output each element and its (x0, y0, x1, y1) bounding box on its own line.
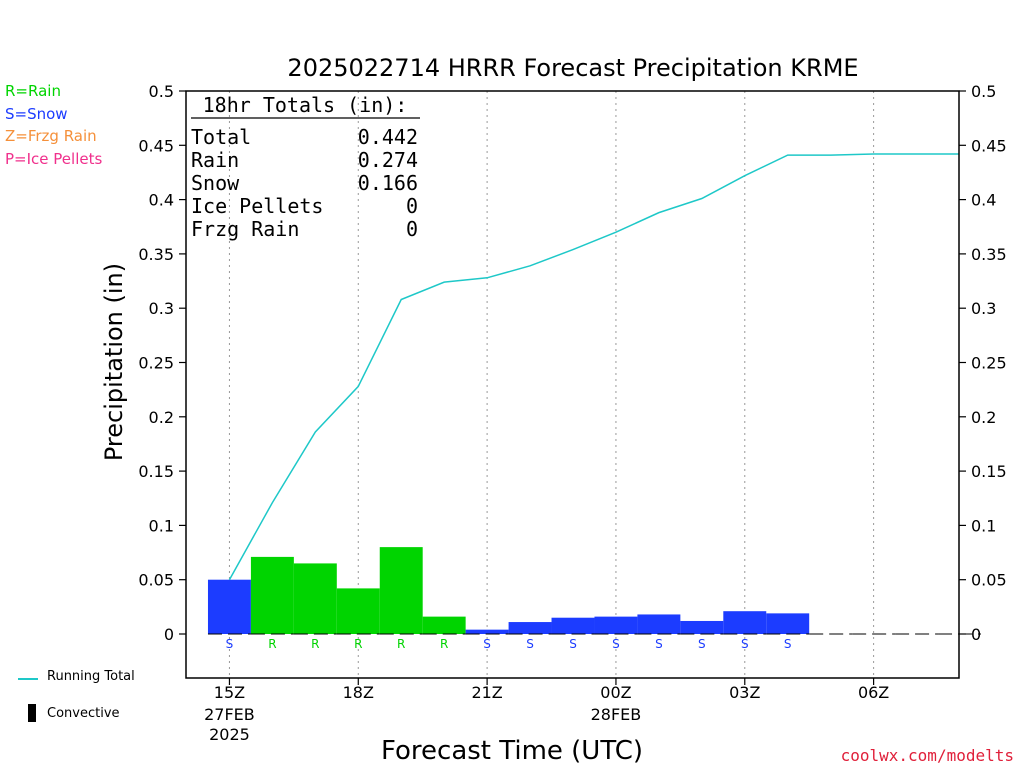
bar-hour-6 (465, 629, 509, 634)
y-tick-label-left: 0.1 (149, 516, 174, 535)
running-total-swatch (18, 678, 38, 680)
type-label-hour-11: S (698, 637, 706, 651)
bars (207, 547, 981, 635)
y-tick-label-right: 0.05 (971, 571, 1007, 590)
grid-lines (228, 91, 875, 678)
plot-frame (185, 90, 960, 679)
bar-hour-9 (594, 616, 638, 634)
type-label-hour-12: S (741, 637, 749, 651)
x-tick-label-03z: 03Z (729, 683, 760, 702)
type-label-hour-7: S (526, 637, 534, 651)
y-tick-label-right: 0.1 (971, 516, 996, 535)
y-tick-label-left: 0.35 (138, 245, 174, 264)
y-tick-label-right: 0.3 (971, 299, 996, 318)
x-tick-label-15z: 15Z (214, 683, 245, 702)
totals-box: 18hr Totals (in): Total 0.442 Rain 0.274 Sno… (191, 93, 420, 241)
x-tick-label-00z: 00Z (600, 683, 631, 702)
y-tick-label-left: 0.5 (149, 82, 174, 101)
bar-hour-3 (336, 588, 380, 634)
bar-hour-8 (551, 617, 595, 634)
y-tick-label-right: 0 (971, 625, 981, 644)
type-label-hour-9: S (612, 637, 620, 651)
legend-snow: S=Snow (5, 105, 68, 123)
x-axis-label: Forecast Time (UTC) (381, 736, 643, 766)
totals-heading: 18hr Totals (in): (203, 93, 408, 117)
convective-swatch (28, 704, 36, 722)
x-tick-date: 27FEB (204, 705, 255, 724)
bar-hour-13 (766, 613, 810, 634)
totals-row-value: 0.166 (358, 171, 418, 195)
type-label-hour-2: R (311, 637, 319, 651)
y-tick-label-left: 0.25 (138, 354, 174, 373)
y-tick-label-right: 0.15 (971, 462, 1007, 481)
running-total-line (228, 153, 960, 581)
totals-row-label: Total (191, 125, 251, 149)
y-tick-label-right: 0.4 (971, 191, 996, 210)
y-tick-label-left: 0.2 (149, 408, 174, 427)
bar-hour-10 (637, 614, 681, 634)
type-label-hour-13: S (784, 637, 792, 651)
type-label-hour-5: R (440, 637, 448, 651)
bar-hour-0 (207, 579, 251, 634)
y-tick-label-right: 0.25 (971, 354, 1007, 373)
legend-running-total: Running Total (47, 669, 135, 684)
type-label-hour-10: S (655, 637, 663, 651)
type-label-hour-8: S (569, 637, 577, 651)
y-tick-label-left: 0 (164, 625, 174, 644)
type-label-hour-6: S (483, 637, 491, 651)
totals-row-value: 0 (406, 217, 418, 241)
totals-row-label: Ice Pellets (191, 194, 323, 218)
totals-row-value: 0.274 (358, 148, 418, 172)
totals-row-value: 0.442 (358, 125, 418, 149)
y-tick-label-right: 0.5 (971, 82, 996, 101)
bar-hour-7 (508, 622, 552, 634)
y-tick-label-left: 0.45 (138, 136, 174, 155)
legend-rain: R=Rain (5, 82, 61, 100)
footer-credit: coolwx.com/modelts (840, 746, 1014, 765)
x-tick-date: 28FEB (591, 705, 642, 724)
bar-hour-1 (250, 556, 294, 634)
running-total-polyline (228, 153, 960, 581)
bar-hour-11 (680, 620, 724, 634)
y-tick-label-right: 0.35 (971, 245, 1007, 264)
x-tick-label-06z: 06Z (858, 683, 889, 702)
type-label-hour-1: R (268, 637, 276, 651)
type-label-hour-0: S (226, 637, 234, 651)
x-tick-label-21z: 21Z (471, 683, 502, 702)
y-tick-label-right: 0.2 (971, 408, 996, 427)
legend-ice-pellets: P=Ice Pellets (5, 150, 103, 168)
x-tick-label-18z: 18Z (343, 683, 374, 702)
y-tick-label-left: 0.05 (138, 571, 174, 590)
x-tick-year: 2025 (209, 725, 250, 744)
bar-hour-5 (422, 616, 466, 634)
bar-hour-12 (723, 611, 767, 634)
totals-row-value: 0 (406, 194, 418, 218)
bar-hour-4 (379, 547, 423, 634)
legend-frzg-rain: Z=Frzg Rain (5, 127, 97, 145)
type-label-hour-3: R (354, 637, 362, 651)
totals-row-label: Rain (191, 148, 239, 172)
y-tick-label-left: 0.4 (149, 191, 174, 210)
totals-row-label: Frzg Rain (191, 217, 299, 241)
y-tick-label-left: 0.3 (149, 299, 174, 318)
chart-title: 2025022714 HRRR Forecast Precipitation K… (287, 54, 858, 82)
totals-row-label: Snow (191, 171, 240, 195)
y-axis-label: Precipitation (in) (100, 263, 128, 461)
y-axis-ticks: 0 00.05 0.050.1 0.10.15 0.150.2 0.20.25 0.250.… (138, 82, 1006, 644)
legend-convective: Convective (47, 706, 120, 721)
bar-hour-2 (293, 563, 337, 634)
y-tick-label-right: 0.45 (971, 136, 1007, 155)
y-tick-label-left: 0.15 (138, 462, 174, 481)
type-label-hour-4: R (397, 637, 405, 651)
